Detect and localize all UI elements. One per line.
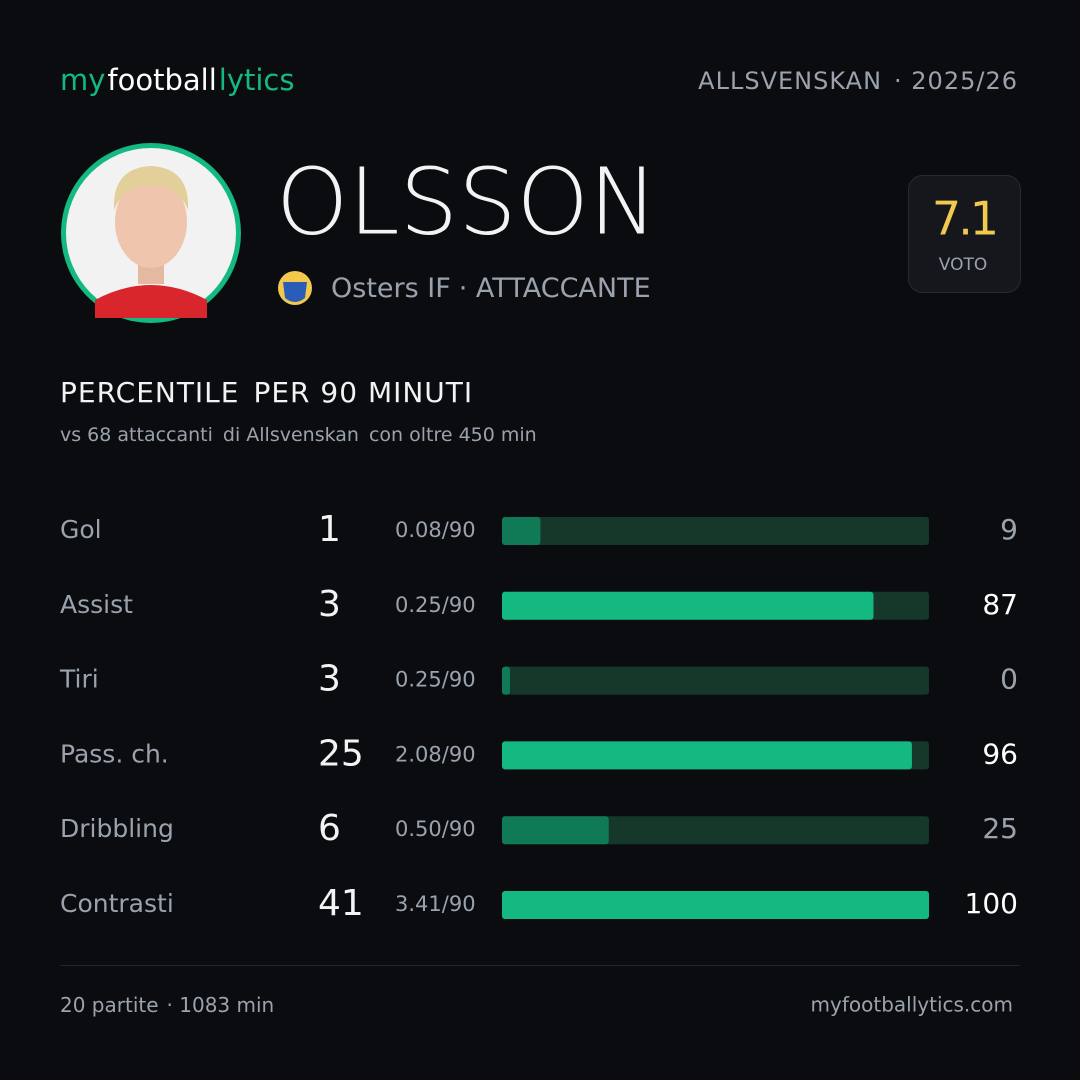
- subtitle-part: con oltre 450 min: [369, 424, 537, 446]
- rating: 7.1: [932, 192, 996, 246]
- avatar-face: [115, 176, 187, 268]
- rating-label: VOTO: [939, 255, 987, 275]
- stat-rows: Gol 1 0.08/90 9 Assist 3 0.25/90 87 Tiri 3 0.25/90…: [59, 509, 1018, 924]
- matches: 20 partite: [60, 993, 159, 1017]
- brand-part: my: [60, 63, 105, 97]
- team-crest-shield: [283, 282, 307, 302]
- minutes: · 1083 min: [167, 993, 275, 1017]
- stat-label: Contrasti: [60, 889, 174, 918]
- stat-per90: 2.08/90: [395, 742, 476, 766]
- section-subtitle: vs 68 attaccanti di Allsvenskan con oltre …: [60, 424, 537, 446]
- percentile: 25: [982, 812, 1018, 845]
- team-role: Osters IF · ATTACCANTE: [331, 273, 651, 304]
- rating-box: [908, 175, 1021, 293]
- stat-per90: 0.08/90: [395, 518, 476, 542]
- percentile: 87: [982, 588, 1018, 621]
- brand-part: lytics: [219, 63, 295, 97]
- stat-total: 1: [318, 509, 341, 550]
- stat-total: 3: [318, 584, 341, 625]
- avatar-shirt: [95, 285, 207, 318]
- stat-total: 41: [318, 883, 364, 924]
- bar: [502, 591, 874, 620]
- stat-per90: 0.25/90: [395, 668, 476, 692]
- league-season: ALLSVENSKAN · 2025/26: [698, 67, 1018, 95]
- footer-site: myfootballytics.com: [811, 993, 1013, 1017]
- player-name: OLSSON: [276, 149, 658, 256]
- stat-label: Tiri: [59, 665, 99, 694]
- subtitle-part: di Allsvenskan: [223, 424, 359, 446]
- brand-part: football: [107, 63, 216, 97]
- percentile: 9: [1000, 513, 1018, 546]
- avatar-hair: [113, 166, 189, 210]
- section-title-part: PERCENTILE: [60, 376, 239, 409]
- bar: [502, 816, 609, 845]
- stat-total: 3: [318, 659, 341, 700]
- footer-stats: 20 partite · 1083 min: [60, 993, 274, 1017]
- bar: [502, 666, 510, 695]
- stat-per90: 0.50/90: [395, 817, 476, 841]
- bar-track: [502, 666, 929, 695]
- stat-per90: 3.41/90: [395, 892, 476, 916]
- bar-track: [502, 517, 929, 545]
- percentile: 0: [1000, 663, 1018, 696]
- section-title-part: PER 90 MINUTI: [253, 376, 473, 409]
- bar: [502, 891, 929, 919]
- stat-label: Pass. ch.: [60, 739, 169, 768]
- stat-label: Gol: [60, 515, 102, 544]
- stat-label: Assist: [60, 590, 133, 619]
- team: Osters IF: [331, 273, 451, 304]
- league: ALLSVENSKAN: [698, 67, 882, 95]
- stat-label: Dribbling: [60, 814, 174, 843]
- season: · 2025/26: [894, 67, 1018, 95]
- subtitle-part: vs 68 attaccanti: [60, 424, 213, 446]
- percentile: 100: [965, 887, 1018, 920]
- bar: [502, 517, 541, 545]
- role: · ATTACCANTE: [459, 273, 651, 304]
- stat-total: 25: [318, 733, 364, 774]
- section-title: PERCENTILE PER 90 MINUTI: [60, 376, 473, 409]
- brand: myfootballlytics: [60, 63, 294, 97]
- percentile: 96: [982, 737, 1018, 770]
- stat-total: 6: [318, 808, 341, 849]
- bar: [502, 741, 912, 770]
- stat-per90: 0.25/90: [395, 593, 476, 617]
